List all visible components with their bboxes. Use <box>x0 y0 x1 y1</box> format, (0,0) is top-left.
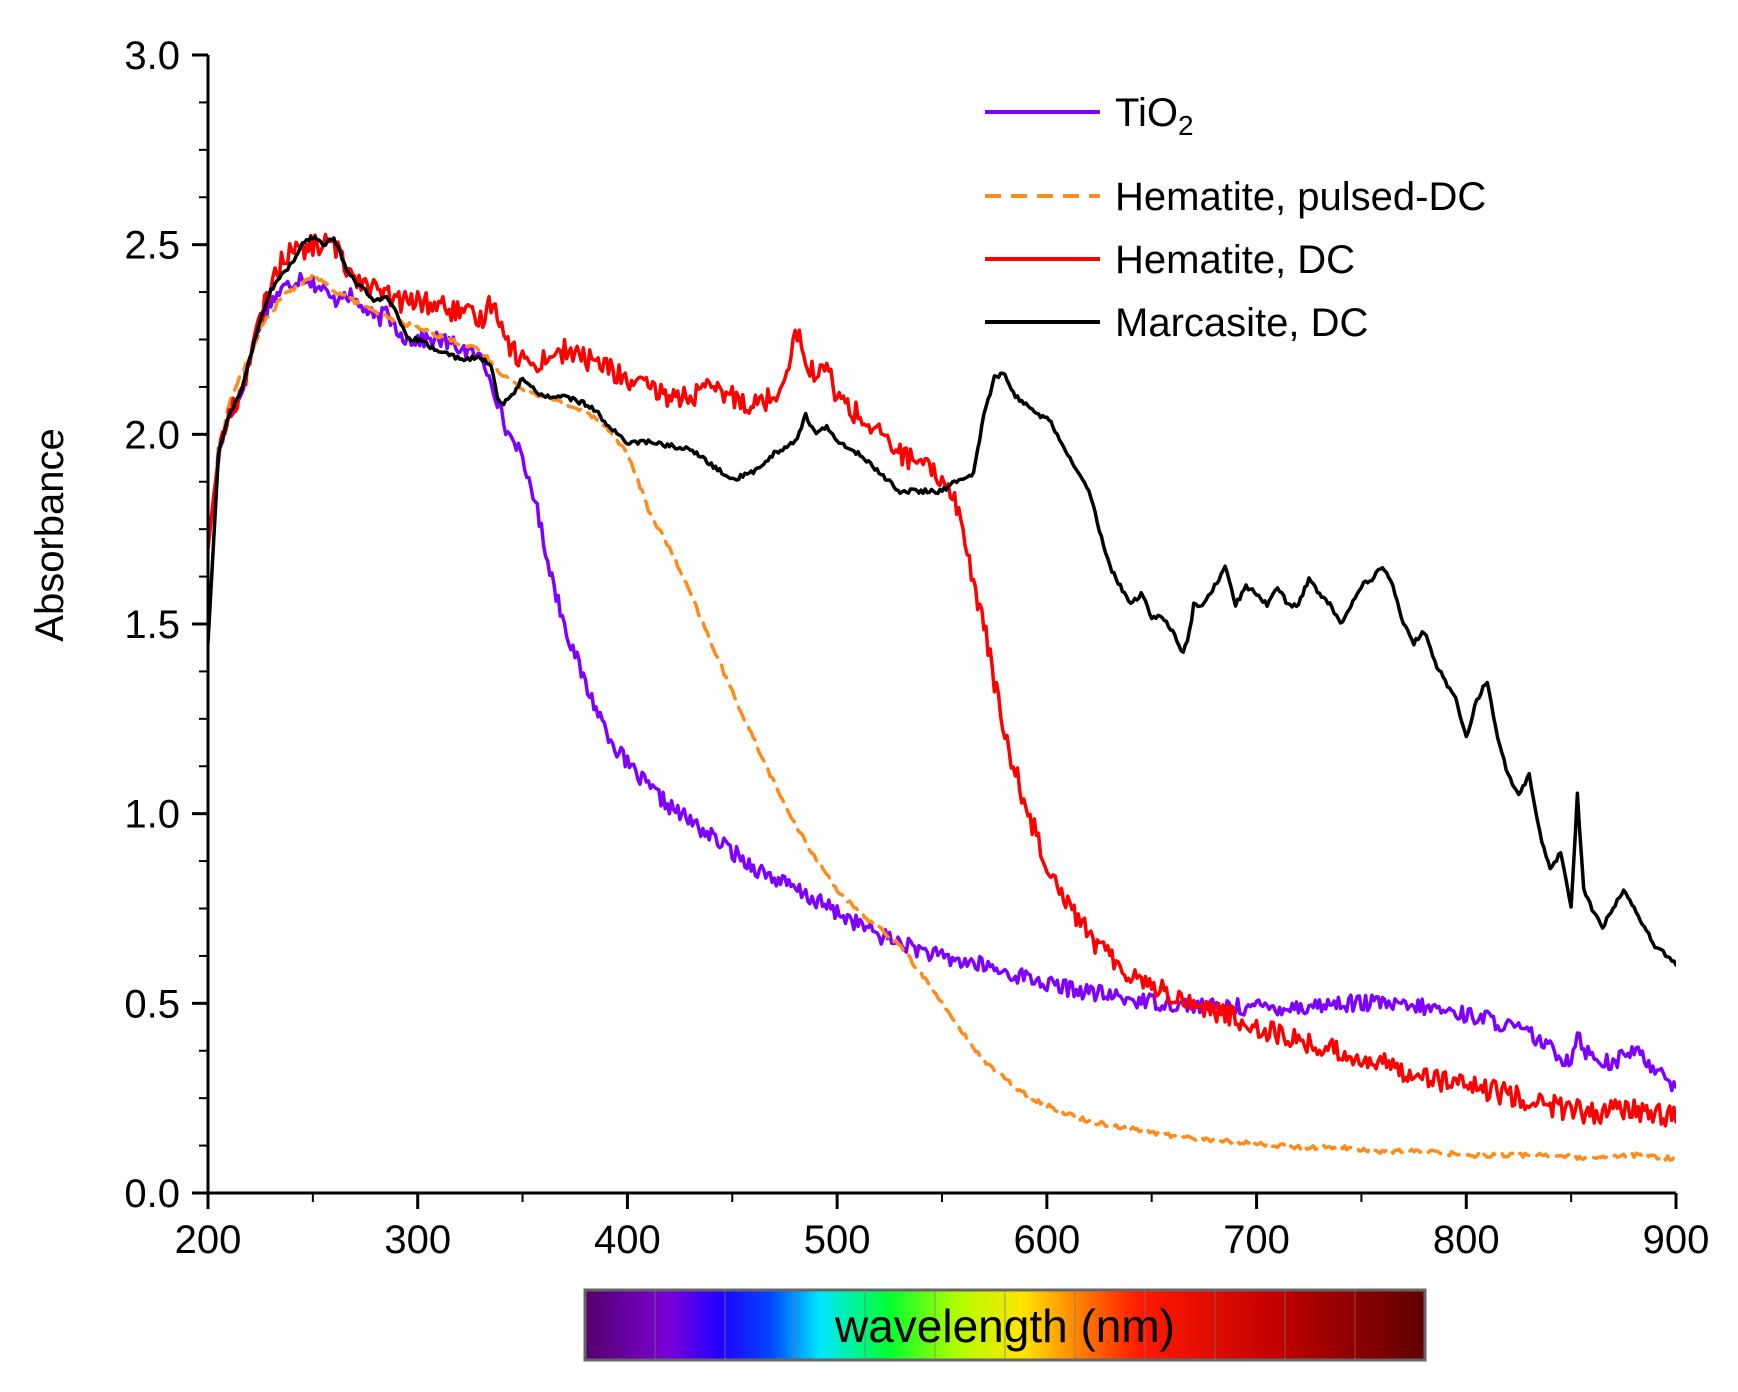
legend-label-hematite-pulsed-dc: Hematite, pulsed-DC <box>1115 175 1486 219</box>
legend-label-tio2-sub: 2 <box>1178 110 1194 141</box>
x-tick-label: 400 <box>594 1218 661 1262</box>
wavelength-colorbar: wavelength (nm) <box>583 1288 1427 1362</box>
axes <box>206 55 1676 1195</box>
series-line-hematite-dc <box>208 232 1676 1128</box>
series-line-hematite-pulsed-dc <box>208 271 1676 1163</box>
x-tick-label: 600 <box>1013 1218 1080 1262</box>
legend: TiO2 Hematite, pulsed-DC Hematite, DC Ma… <box>985 91 1486 345</box>
colorbar-label: wavelength (nm) <box>834 1300 1175 1352</box>
y-tick-label: 1.5 <box>124 603 180 647</box>
y-tick-label: 3.0 <box>124 34 180 78</box>
x-tick-label: 500 <box>804 1218 871 1262</box>
series-layer <box>208 232 1676 1163</box>
legend-label-marcasite-dc: Marcasite, DC <box>1115 301 1368 345</box>
y-tick-label: 1.0 <box>124 793 180 837</box>
legend-label-tio2: TiO2 <box>1115 91 1194 141</box>
y-axis-title: Absorbance <box>28 428 72 641</box>
y-tick-label: 0.5 <box>124 982 180 1026</box>
x-tick-label: 200 <box>175 1218 242 1262</box>
y-tick-label: 0.0 <box>124 1172 180 1216</box>
x-tick-label: 900 <box>1643 1218 1710 1262</box>
x-tick-label: 300 <box>384 1218 451 1262</box>
y-tick-label: 2.5 <box>124 224 180 268</box>
series-line-tio2 <box>208 271 1676 1093</box>
x-tick-label: 800 <box>1433 1218 1500 1262</box>
spectrum-bar <box>583 1288 1427 1362</box>
ticks: 200 300 400 500 600 700 800 900 0.0 0.5 1.0 1.5 2.0 2… <box>124 34 1709 1262</box>
y-tick-label: 2.0 <box>124 413 180 457</box>
legend-label-hematite-dc: Hematite, DC <box>1115 238 1355 282</box>
series-line-marcasite-dc <box>208 235 1676 967</box>
x-tick-label: 700 <box>1223 1218 1290 1262</box>
legend-label-tio2-main: TiO <box>1115 91 1178 135</box>
colorbar-ticks <box>654 1290 1356 1360</box>
